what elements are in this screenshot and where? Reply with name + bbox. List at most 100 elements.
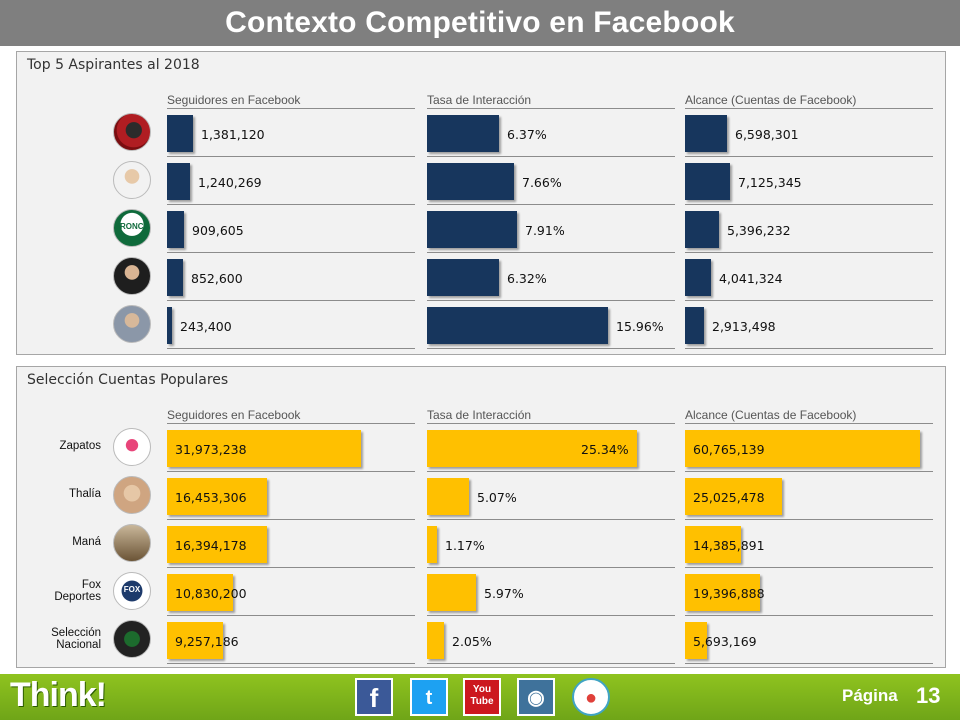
popular-row-separator: [427, 471, 675, 472]
popular-col-underline-2: [685, 423, 933, 424]
top5-panel: Top 5 Aspirantes al 2018: [16, 51, 946, 355]
row-label: Selección Nacional: [11, 627, 101, 651]
popular-panel: Selección Cuentas Populares: [16, 366, 946, 668]
popular-col-underline-1: [427, 423, 675, 424]
youtube-icon[interactable]: You Tube: [463, 678, 501, 716]
popular-row-separator: [427, 567, 675, 568]
popular-rate-bar: [427, 526, 437, 563]
youtube-icon-glyph: You Tube: [470, 684, 494, 707]
seleccion-nacional-logo: [113, 620, 151, 658]
top5-rate-bar: [427, 211, 517, 248]
row-label-line: Fox: [81, 579, 101, 591]
top5-rate-value: 6.32%: [507, 271, 547, 286]
top5-rate-value: 7.91%: [525, 223, 565, 238]
top5-col-header-1: Tasa de Interacción: [427, 93, 532, 107]
popular-row-separator: [427, 519, 675, 520]
top5-row-separator: [167, 300, 415, 301]
top5-row-separator: [685, 348, 933, 349]
popular-followers-value: 10,830,200: [175, 586, 247, 601]
popular-followers-value: 9,257,186: [175, 634, 239, 649]
top5-reach-value: 5,396,232: [727, 223, 791, 238]
fox-deportes-logo: FOX: [113, 572, 151, 610]
popular-rate-value: 1.17%: [445, 538, 485, 553]
periscope-icon-glyph: ●: [584, 687, 598, 709]
row-label: Thalía: [11, 488, 101, 500]
top5-followers-value: 243,400: [180, 319, 232, 334]
mana-photo: [113, 524, 151, 562]
popular-col-header-0: Seguidores en Facebook: [167, 408, 301, 422]
top5-rate-bar: [427, 115, 499, 152]
fox-deportes-logo-text: FOX: [123, 585, 141, 594]
top5-rate-bar: [427, 163, 514, 200]
top5-row-separator: [685, 204, 933, 205]
popular-reach-bar: [685, 430, 920, 467]
popular-row-separator: [167, 519, 415, 520]
facebook-icon[interactable]: f: [355, 678, 393, 716]
popular-rate-bar: [427, 574, 476, 611]
top5-rate-bar: [427, 307, 608, 344]
top5-row-separator: [167, 156, 415, 157]
think-logo: Think!: [10, 676, 107, 714]
popular-rate-value: 5.07%: [477, 490, 517, 505]
popular-rate-value: 5.97%: [484, 586, 524, 601]
row-label-line: Zapatos: [59, 440, 101, 452]
popular-followers-value: 16,394,178: [175, 538, 247, 553]
instagram-icon[interactable]: ◉: [517, 678, 555, 716]
top5-row-separator: [427, 300, 675, 301]
top5-rate-value: 7.66%: [522, 175, 562, 190]
instagram-icon-glyph: ◉: [527, 687, 545, 709]
popular-row-separator: [685, 519, 933, 520]
candidate-1-photo: [113, 113, 151, 151]
popular-reach-value: 5,693,169: [693, 634, 757, 649]
top5-reach-bar: [685, 163, 730, 200]
popular-row-separator: [685, 471, 933, 472]
popular-reach-value: 60,765,139: [693, 442, 765, 457]
top5-reach-bar: [685, 307, 704, 344]
top5-rate-value: 6.37%: [507, 127, 547, 142]
bronco-logo-text: BRONCO: [114, 222, 150, 231]
candidate-5-photo: [113, 305, 151, 343]
popular-row-separator: [427, 615, 675, 616]
twitter-icon[interactable]: t: [410, 678, 448, 716]
top5-reach-value: 2,913,498: [712, 319, 776, 334]
popular-followers-value: 31,973,238: [175, 442, 247, 457]
facebook-icon-glyph: f: [369, 683, 379, 713]
popular-followers-bar: [167, 526, 267, 563]
top5-followers-value: 1,240,269: [198, 175, 262, 190]
popular-followers-bar: [167, 574, 233, 611]
thalia-photo: [113, 476, 151, 514]
top5-row-separator: [685, 156, 933, 157]
top5-row-separator: [427, 252, 675, 253]
top5-row-separator: [427, 204, 675, 205]
periscope-icon[interactable]: ●: [572, 678, 610, 716]
top5-followers-value: 1,381,120: [201, 127, 265, 142]
top5-row-separator: [167, 204, 415, 205]
popular-panel-title: Selección Cuentas Populares: [27, 372, 229, 388]
top5-row-separator: [427, 156, 675, 157]
popular-reach-bar: [685, 478, 782, 515]
top5-panel-title: Top 5 Aspirantes al 2018: [27, 57, 200, 73]
popular-col-header-1: Tasa de Interacción: [427, 408, 532, 422]
top5-reach-bar: [685, 211, 719, 248]
popular-row-separator: [685, 663, 933, 664]
popular-reach-value: 14,385,891: [693, 538, 765, 553]
top5-reach-value: 4,041,324: [719, 271, 783, 286]
popular-followers-bar: [167, 622, 223, 659]
top5-row-separator: [427, 348, 675, 349]
top5-col-header-2: Alcance (Cuentas de Facebook): [685, 93, 857, 107]
zapatos-logo: [113, 428, 151, 466]
candidate-4-photo: [113, 257, 151, 295]
popular-row-separator: [167, 567, 415, 568]
top5-row-separator: [685, 252, 933, 253]
row-label: Zapatos: [11, 440, 101, 452]
row-label: Maná: [11, 536, 101, 548]
popular-rate-bar: [427, 478, 469, 515]
popular-row-separator: [167, 663, 415, 664]
top5-reach-value: 7,125,345: [738, 175, 802, 190]
popular-col-underline-0: [167, 423, 415, 424]
row-label-line: Maná: [72, 536, 101, 548]
top5-followers-bar: [167, 307, 172, 344]
row-label-line: Selección: [51, 627, 101, 639]
popular-row-separator: [167, 471, 415, 472]
popular-reach-bar: [685, 574, 760, 611]
